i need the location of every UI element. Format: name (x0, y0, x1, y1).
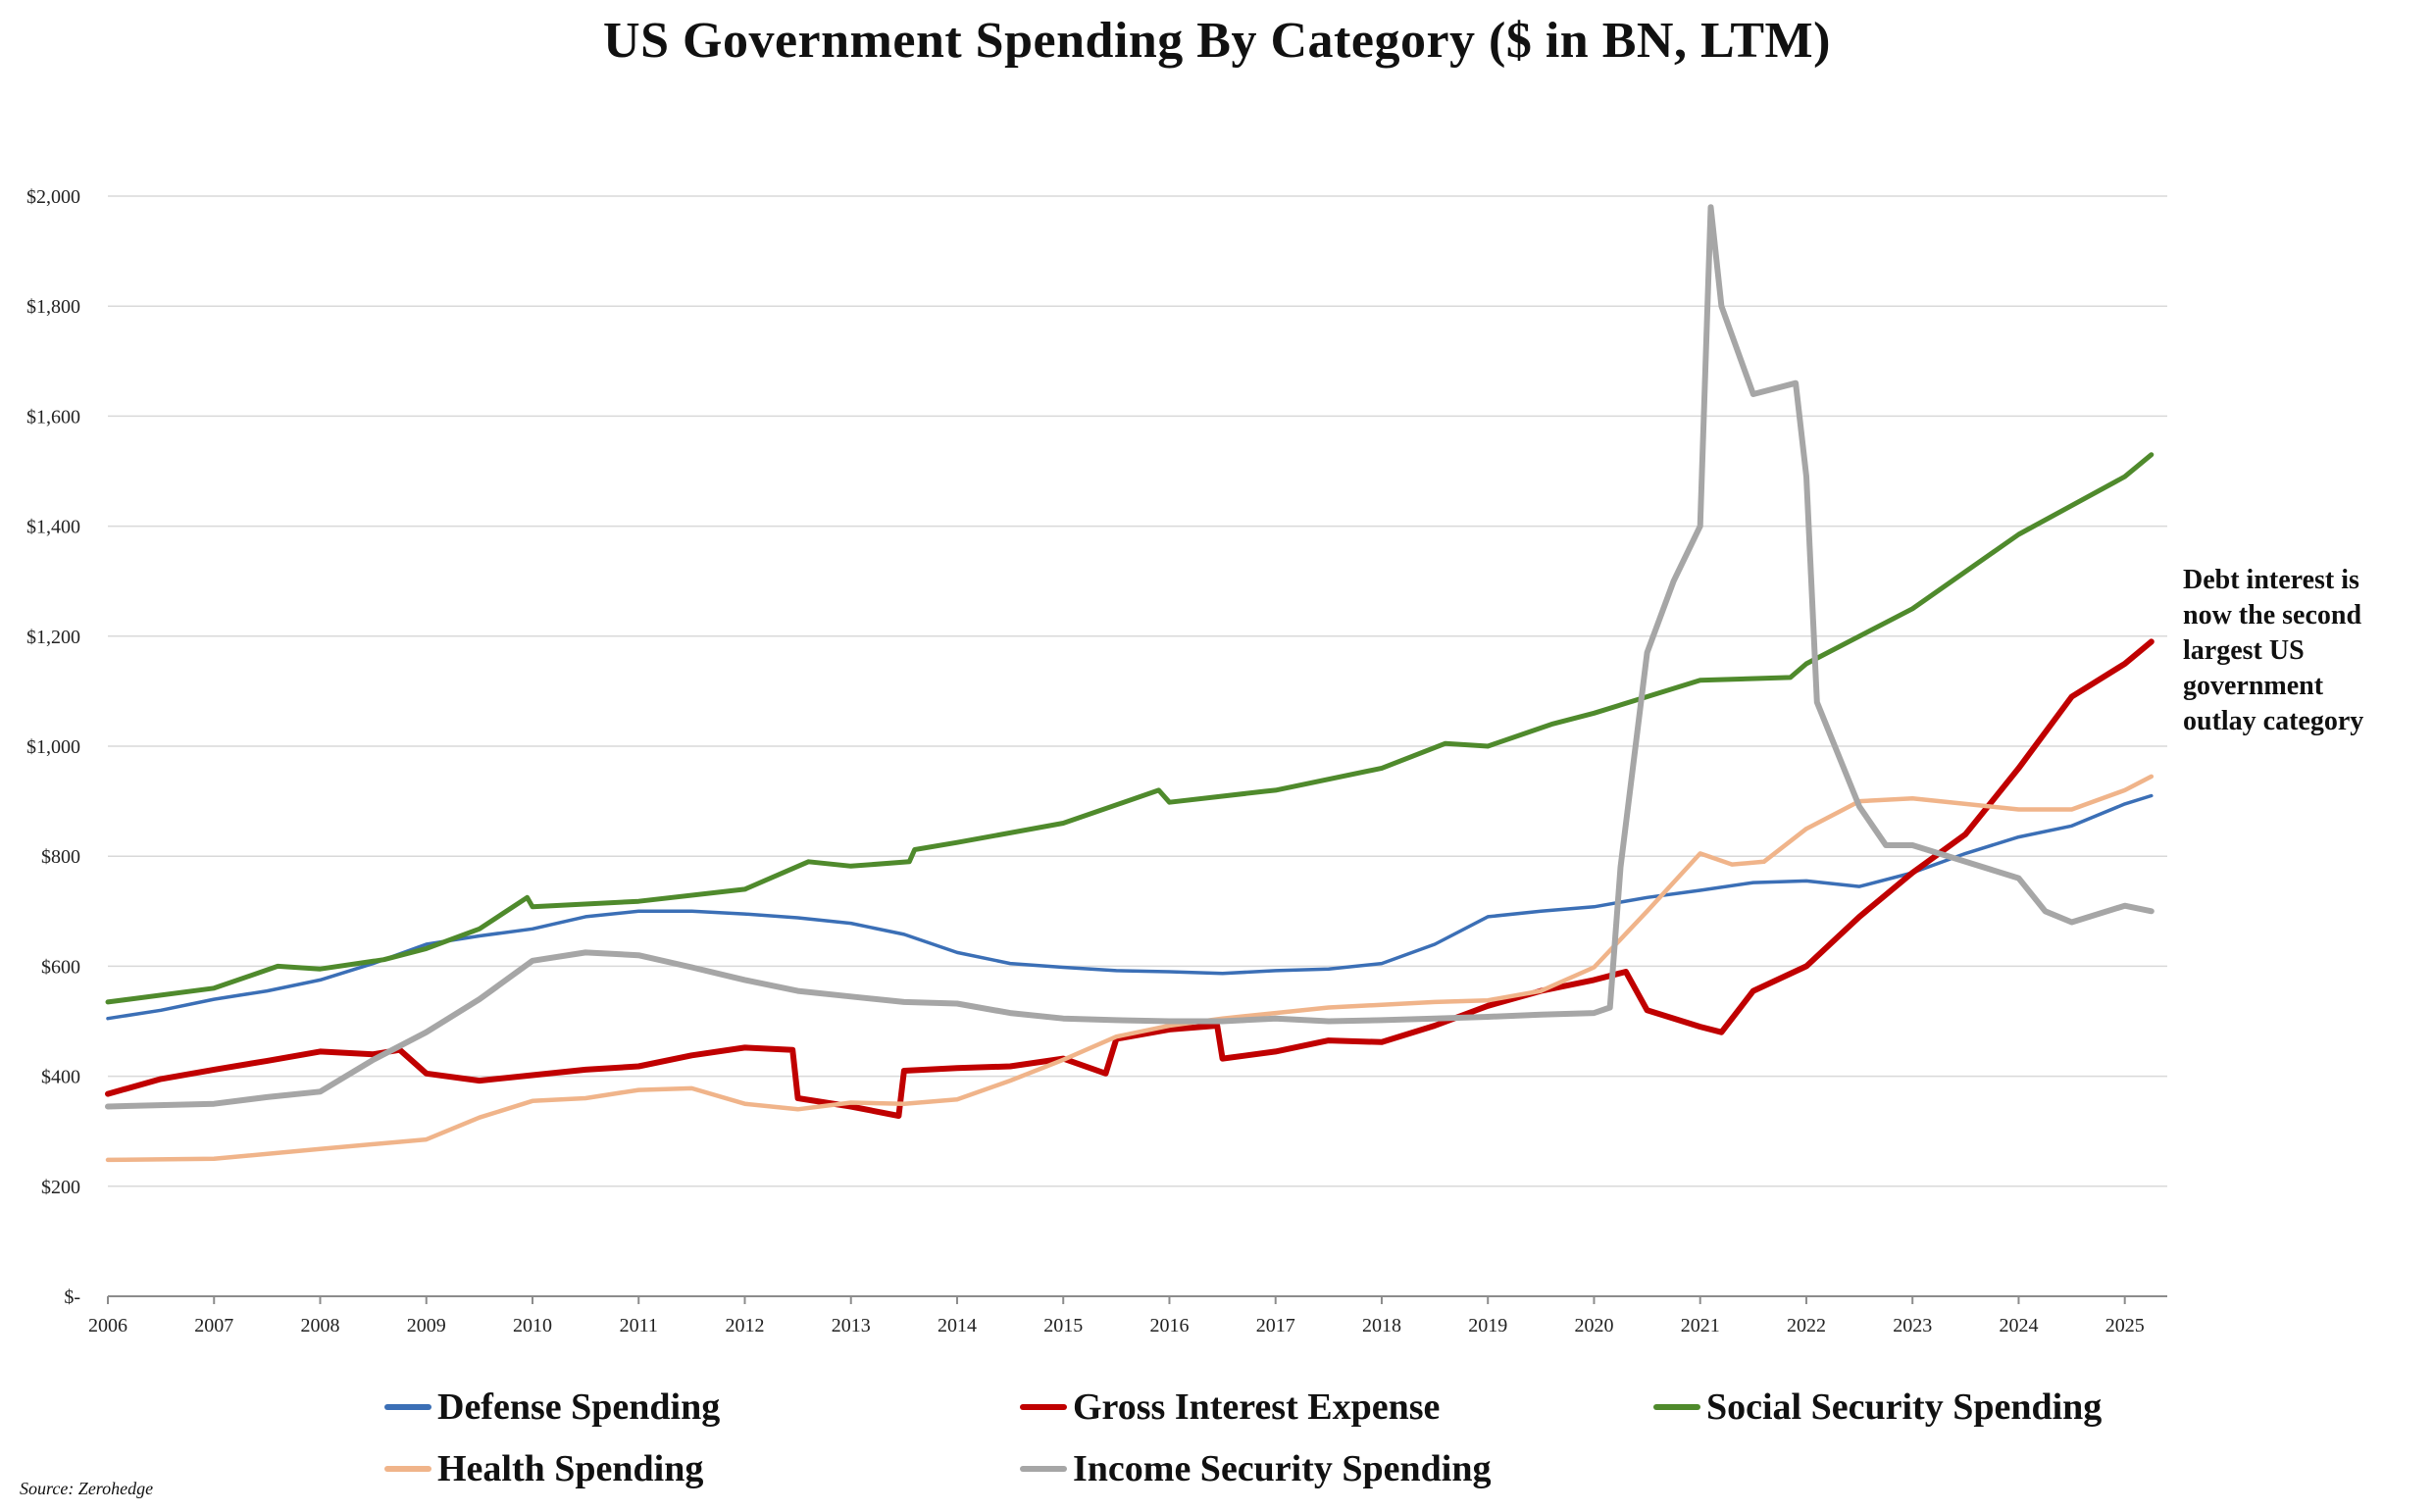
x-tick-label: 2012 (725, 1315, 764, 1336)
x-tick-label: 2015 (1043, 1315, 1083, 1336)
series-line-defense-spending (106, 793, 2154, 1021)
x-tick-label: 2024 (1999, 1315, 2038, 1336)
x-tick-label: 2021 (1681, 1315, 1720, 1336)
x-axis: 2006 2007 2008 2009 2010 2011 2012 2013 2014 2015… (88, 1295, 2167, 1336)
legend-label-defense: Defense Spending (437, 1386, 721, 1428)
x-tick-label: 2009 (407, 1315, 446, 1336)
y-tick-label: $200 (41, 1177, 80, 1198)
gridlines (108, 195, 2167, 1187)
series-line-income-security-spending (105, 204, 2155, 1110)
chart-title: US Government Spending By Category ($ in… (603, 13, 1831, 69)
y-axis-ticks: $- $200 $400 $600 $800 $1,000 $1,200 $1,400 $1,6… (26, 186, 80, 1308)
series-lines (105, 204, 2155, 1163)
annotation-line: now the second (2183, 600, 2362, 630)
x-tick-label: 2006 (88, 1315, 127, 1336)
y-tick-label: $1,800 (26, 296, 80, 318)
x-tick-label: 2008 (300, 1315, 339, 1336)
y-tick-label: $400 (41, 1067, 80, 1088)
x-tick-label: 2023 (1893, 1315, 1932, 1336)
y-tick-label: $1,000 (26, 736, 80, 758)
annotation-line: Debt interest is (2183, 565, 2359, 595)
legend-item-social-security: Social Security Spending (1653, 1386, 2102, 1429)
y-tick-label: $600 (41, 956, 80, 978)
x-tick-label: 2018 (1362, 1315, 1401, 1336)
x-tick-label: 2007 (194, 1315, 233, 1336)
annotation-line: largest US (2183, 635, 2305, 666)
legend-item-health: Health Spending (384, 1447, 703, 1490)
series-line-gross-interest-expense (105, 638, 2155, 1119)
source-note: Source: Zerohedge (20, 1479, 154, 1498)
y-tick-label: $1,600 (26, 406, 80, 428)
x-tick-label: 2016 (1149, 1315, 1189, 1336)
x-tick-label: 2013 (832, 1315, 871, 1336)
y-tick-label: $- (64, 1286, 80, 1308)
x-tick-label: 2020 (1574, 1315, 1613, 1336)
legend-label-social-security: Social Security Spending (1706, 1386, 2103, 1428)
legend-label-health: Health Spending (437, 1448, 704, 1489)
y-tick-label: $1,400 (26, 517, 80, 538)
y-tick-label: $1,200 (26, 627, 80, 648)
x-tick-label: 2011 (620, 1315, 658, 1336)
annotation-debt-interest: Debt interest is now the second largest … (2183, 563, 2428, 739)
y-tick-label: $2,000 (26, 186, 80, 208)
legend-swatch-social-security (1653, 1404, 1700, 1410)
legend-item-interest: Gross Interest Expense (1020, 1386, 1440, 1429)
legend-swatch-health (384, 1466, 431, 1472)
legend-label-interest: Gross Interest Expense (1073, 1386, 1441, 1428)
annotation-line: outlay category (2183, 706, 2364, 736)
x-tick-label: 2017 (1256, 1315, 1295, 1336)
x-tick-label: 2019 (1468, 1315, 1507, 1336)
y-tick-label: $800 (41, 846, 80, 868)
legend-item-defense: Defense Spending (384, 1386, 720, 1429)
x-tick-label: 2022 (1787, 1315, 1826, 1336)
legend-swatch-income-security (1020, 1466, 1067, 1472)
legend-item-income-security: Income Security Spending (1020, 1447, 1491, 1490)
legend-swatch-defense (384, 1404, 431, 1410)
annotation-line: government (2183, 671, 2324, 701)
legend-swatch-interest (1020, 1404, 1067, 1410)
x-tick-label: 2010 (513, 1315, 552, 1336)
series-line-social-security-spending (105, 452, 2155, 1005)
x-tick-label: 2014 (938, 1315, 977, 1336)
x-tick-label: 2025 (2105, 1315, 2145, 1336)
legend-label-income-security: Income Security Spending (1073, 1448, 1492, 1489)
series-line-health-spending (105, 774, 2155, 1163)
